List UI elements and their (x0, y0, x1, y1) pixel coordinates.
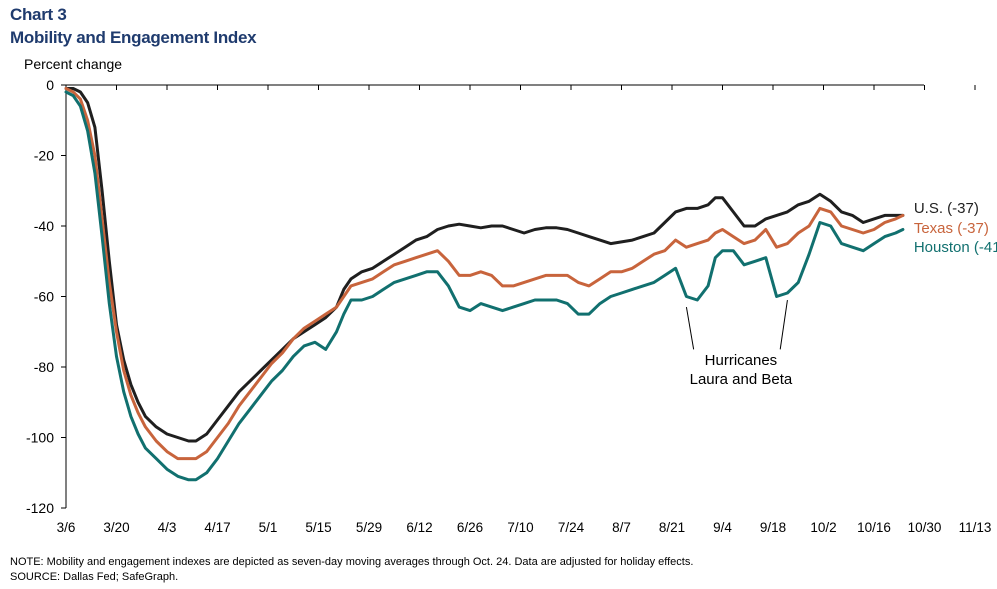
x-tick-label: 5/15 (305, 520, 331, 535)
x-tick-label: 11/13 (959, 520, 992, 535)
legend-label-2: Texas (-37) (914, 220, 989, 237)
chart-label: Chart 3 (10, 5, 67, 24)
x-tick-label: 5/29 (356, 520, 382, 535)
x-tick-label: 8/7 (612, 520, 631, 535)
y-tick-label: -40 (34, 218, 54, 234)
y-tick-label: -120 (26, 500, 54, 516)
x-tick-label: 7/24 (558, 520, 585, 535)
x-tick-label: 8/21 (659, 520, 685, 535)
chart-title: Mobility and Engagement Index (10, 28, 257, 47)
x-tick-label: 7/10 (507, 520, 533, 535)
x-tick-label: 10/2 (810, 520, 836, 535)
x-tick-label: 4/17 (204, 520, 230, 535)
chart-source: SOURCE: Dallas Fed; SafeGraph. (10, 571, 179, 583)
y-axis-unit-label: Percent change (24, 56, 123, 72)
annotation-text: Laura and Beta (690, 371, 793, 388)
x-tick-label: 6/26 (457, 520, 483, 535)
annotation-pointer (779, 299, 788, 350)
chart-legend: U.S. (-37) Texas (-37) Houston (-41) (914, 200, 997, 256)
chart-note: NOTE: Mobility and engagement indexes ar… (10, 556, 694, 568)
series-line-3 (64, 90, 905, 482)
y-tick-label: -100 (26, 430, 54, 446)
y-tick-label: 0 (46, 77, 54, 93)
series-line-1 (64, 87, 905, 443)
x-tick-label: 3/6 (57, 520, 76, 535)
series-line-2 (64, 87, 905, 461)
y-tick-label: -60 (34, 289, 54, 305)
chart-series (64, 87, 905, 482)
x-tick-label: 9/18 (760, 520, 786, 535)
annotation-text: Hurricanes (705, 352, 778, 369)
x-tick-label: 9/4 (713, 520, 732, 535)
annotation-pointer (685, 306, 695, 350)
x-tick-label: 3/20 (103, 520, 129, 535)
x-tick-label: 6/12 (406, 520, 432, 535)
x-tick-label: 5/1 (259, 520, 278, 535)
x-tick-label: 10/30 (908, 520, 942, 535)
y-tick-label: -80 (34, 359, 54, 375)
legend-label-1: U.S. (-37) (914, 200, 979, 217)
chart-annotation: Hurricanes Laura and Beta (685, 299, 793, 388)
y-tick-label: -20 (34, 148, 54, 164)
x-tick-label: 4/3 (158, 520, 177, 535)
legend-label-3: Houston (-41) (914, 239, 997, 256)
x-tick-label: 10/16 (857, 520, 891, 535)
